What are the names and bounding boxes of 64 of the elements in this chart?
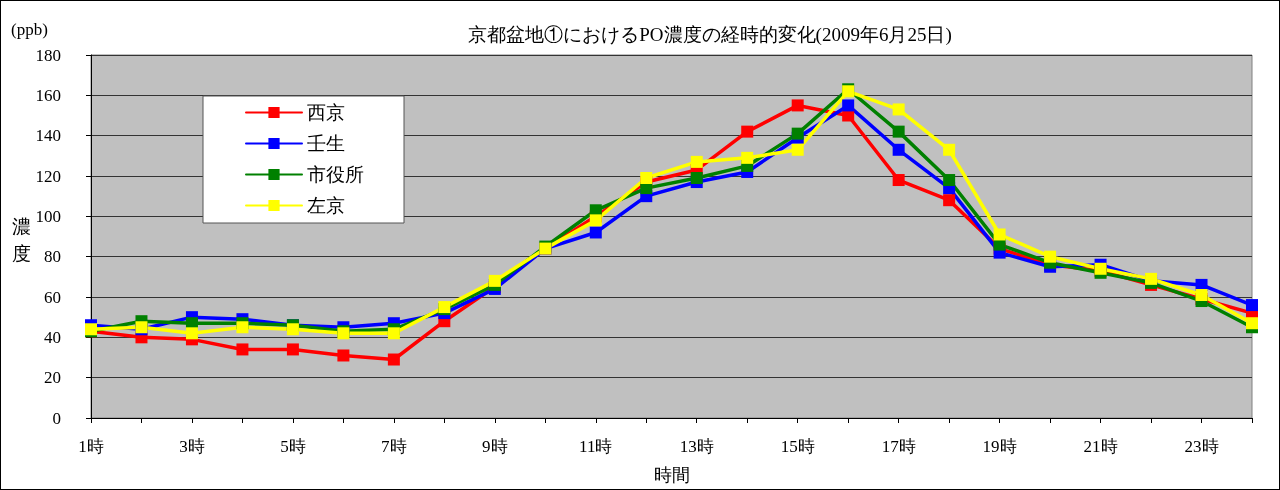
point <box>488 274 501 287</box>
point <box>892 125 905 138</box>
point <box>236 343 249 356</box>
x-tick-label: 7時 <box>381 437 407 456</box>
x-tick-label: 21時 <box>1083 437 1118 456</box>
y-tick-label: 140 <box>35 126 61 146</box>
x-tick-label: 19時 <box>982 437 1017 456</box>
point <box>791 127 804 140</box>
point <box>943 174 956 187</box>
point <box>589 214 602 227</box>
y-tick-label: 20 <box>44 368 61 388</box>
point <box>1195 288 1208 301</box>
point <box>1044 250 1057 263</box>
point <box>993 238 1006 251</box>
y-tick-label: 160 <box>35 85 61 105</box>
y-tick-label: 40 <box>44 327 61 347</box>
point <box>387 327 400 340</box>
point <box>286 323 299 336</box>
x-tick-label: 3時 <box>179 437 205 456</box>
point <box>892 143 905 156</box>
point <box>1246 317 1258 330</box>
point <box>943 143 956 156</box>
point <box>337 349 350 362</box>
y-tick-label: 80 <box>44 247 61 267</box>
point <box>387 353 400 366</box>
chart-title: 京都盆地①におけるPO濃度の経時的変化(2009年6月25日) <box>468 24 952 46</box>
point <box>791 143 804 156</box>
point <box>993 228 1006 241</box>
x-tick-label: 15時 <box>780 437 815 456</box>
point <box>943 194 956 207</box>
x-tick-label: 23時 <box>1184 437 1219 456</box>
x-tick-label: 1時 <box>78 437 104 456</box>
point <box>589 226 602 239</box>
point <box>842 109 855 122</box>
legend-label: 西京 <box>307 102 345 123</box>
x-tick-label: 13時 <box>679 437 714 456</box>
x-tick-label: 17時 <box>881 437 916 456</box>
text: (ppb) <box>11 20 48 39</box>
point <box>690 172 703 185</box>
y-tick-label: 180 <box>35 45 61 65</box>
point <box>842 99 855 112</box>
y-tick-label: 0 <box>52 408 61 428</box>
y-tick-label: 60 <box>44 287 61 307</box>
point <box>640 172 653 185</box>
x-tick-label: 5時 <box>280 437 306 456</box>
point <box>690 155 703 168</box>
point <box>236 321 249 334</box>
y-tick-label: 120 <box>35 166 61 186</box>
point <box>286 343 299 356</box>
point <box>791 99 804 112</box>
point <box>1246 299 1258 312</box>
x-axis-title: 時間 <box>653 465 690 485</box>
point <box>892 174 905 187</box>
x-tick-label: 11時 <box>579 437 613 456</box>
point <box>185 327 198 340</box>
legend-label: 壬生 <box>307 133 345 154</box>
point <box>741 125 754 138</box>
legend-label: 左京 <box>307 195 345 216</box>
point <box>741 151 754 164</box>
x-tick-label: 9時 <box>482 437 508 456</box>
legend-label: 市役所 <box>307 164 364 185</box>
y-axis-title: 濃度 <box>12 216 31 264</box>
point <box>892 103 905 116</box>
y-tick-label: 100 <box>35 206 61 226</box>
